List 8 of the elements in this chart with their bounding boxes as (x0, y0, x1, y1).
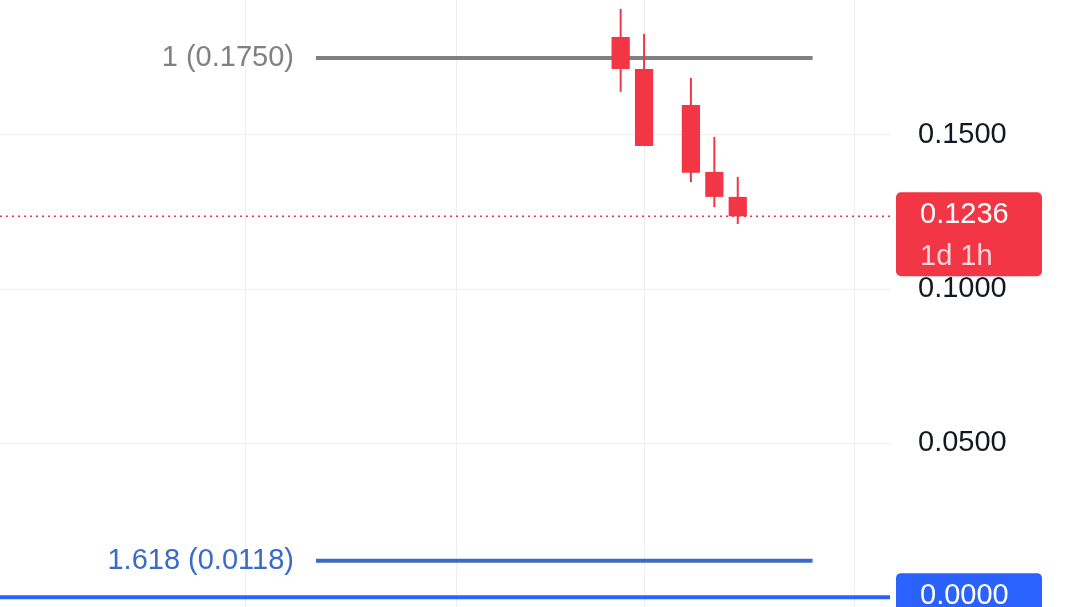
ref-line-label: 1 (0.1750) (161, 39, 294, 72)
y-tick-label: 0.1500 (918, 116, 1007, 149)
ref-line-label: 1.618 (0.0118) (107, 542, 294, 575)
y-tick-label: 0.0500 (918, 425, 1007, 458)
ref-line-label: 0.1236 (920, 197, 1009, 230)
ref-line-label: 0.0000 (920, 578, 1009, 607)
y-tick-label: 0.1000 (918, 271, 1007, 304)
text: 1d 1h (920, 239, 993, 272)
